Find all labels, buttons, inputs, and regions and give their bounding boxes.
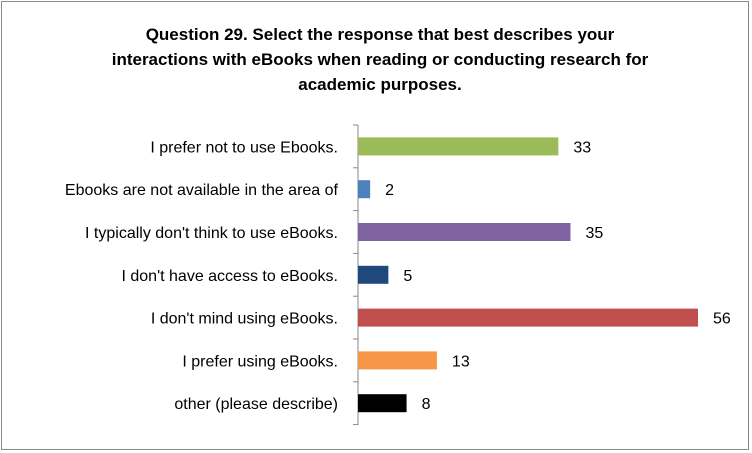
category-label: I prefer using eBooks. <box>182 353 338 370</box>
bar <box>358 265 389 284</box>
bar <box>358 394 407 413</box>
data-label: 5 <box>403 268 412 285</box>
category-label: I prefer not to use Ebooks. <box>150 139 338 156</box>
category-label: I don't mind using eBooks. <box>151 311 338 328</box>
chart-title-line-2: interactions with eBooks when reading or… <box>111 50 649 69</box>
data-labels: 33 2 35 5 56 13 8 <box>385 139 731 413</box>
chart-title-line-1: Question 29. Select the response that be… <box>145 25 615 44</box>
category-labels: I prefer not to use Ebooks. Ebooks are no… <box>65 139 339 413</box>
data-label: 2 <box>385 182 394 199</box>
chart-title: Question 29. Select the response that be… <box>60 22 700 97</box>
bar <box>358 137 559 156</box>
bar <box>358 308 698 327</box>
category-label: I typically don't think to use eBooks. <box>85 225 338 242</box>
bar <box>358 351 437 370</box>
category-label: Ebooks are not available in the area of <box>65 182 339 199</box>
data-label: 8 <box>422 396 431 413</box>
data-label: 33 <box>573 139 591 156</box>
category-label: other (please describe) <box>174 396 338 413</box>
bar <box>358 180 371 199</box>
category-axis-ticks <box>353 124 358 426</box>
bar <box>358 223 571 241</box>
chart-title-line-3: academic purposes. <box>298 75 462 94</box>
data-label: 35 <box>586 225 604 242</box>
category-label: I don't have access to eBooks. <box>121 268 338 285</box>
data-label: 56 <box>713 311 731 328</box>
data-label: 13 <box>452 353 470 370</box>
bar-group <box>358 137 698 413</box>
